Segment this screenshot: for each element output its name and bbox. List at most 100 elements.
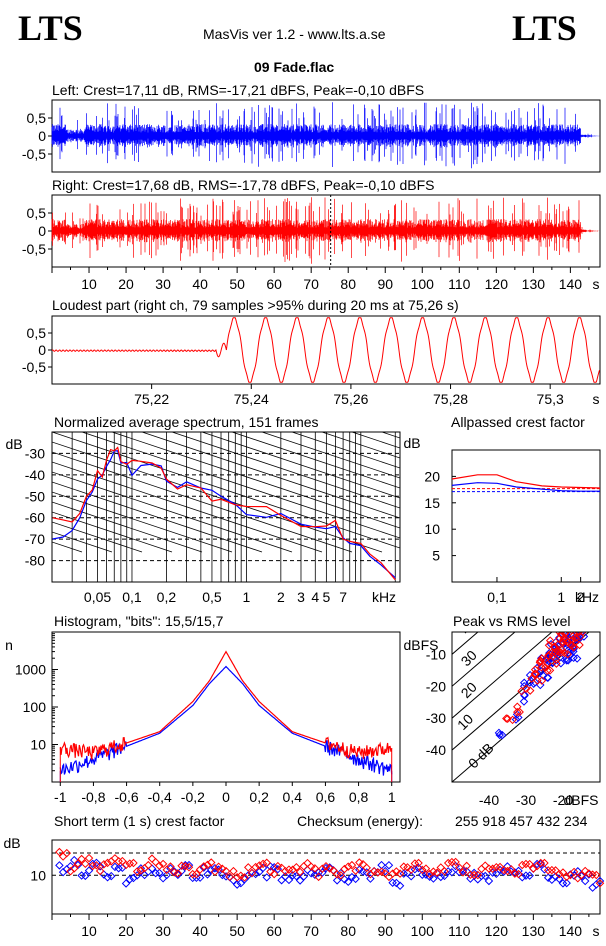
histogram-x-tick-label: 0 xyxy=(222,789,230,805)
crest-point-left xyxy=(343,877,353,887)
crest-point-right xyxy=(155,861,164,871)
scatter-point-right xyxy=(557,645,567,655)
spectrum-x-tick-label: 1 xyxy=(242,589,250,605)
crest-point-right xyxy=(503,866,512,876)
crest-point-right xyxy=(355,858,364,867)
short-term-x-tick-label: 20 xyxy=(118,923,134,939)
crest-point-right xyxy=(362,863,371,873)
crest-point-right xyxy=(229,866,238,876)
spectrum-slope-line xyxy=(52,481,263,553)
crest-point-left xyxy=(588,883,597,892)
crest-point-right xyxy=(203,860,212,870)
histogram-x-tick-label: -0,4 xyxy=(148,789,172,805)
crest-point-left xyxy=(292,871,301,881)
crest-point-right xyxy=(577,870,586,880)
crest-point-right xyxy=(321,862,331,871)
spectrum-slope-line xyxy=(52,461,323,553)
spectrum-slope-line xyxy=(52,491,233,553)
scatter-point-right xyxy=(545,666,555,675)
crest-point-right xyxy=(529,864,538,873)
crest-diagonal xyxy=(452,653,600,782)
scatter-point-right xyxy=(572,632,581,633)
crest-point-right xyxy=(62,848,72,858)
loudest-part-frame xyxy=(51,315,601,385)
short-term-x-tick-label: 90 xyxy=(377,923,393,939)
scatter-point-left xyxy=(525,678,534,687)
crest-point-left xyxy=(299,872,309,881)
spectrum-y-tick-label: -80 xyxy=(25,553,45,569)
crest-point-right xyxy=(210,867,220,876)
y-tick-label: 0,5 xyxy=(27,110,47,126)
scatter-point-right xyxy=(502,714,511,723)
scatter-point-right xyxy=(513,707,522,717)
short-term-x-tick-label: 30 xyxy=(155,923,171,939)
spectrum-plot-area xyxy=(52,432,400,582)
crest-point-right xyxy=(384,872,394,882)
spectrum-y-tick-label: -30 xyxy=(25,445,45,461)
scatter-point-right xyxy=(568,635,577,644)
crest-point-right xyxy=(429,867,438,876)
crest-point-right xyxy=(236,871,246,880)
crest-point-right xyxy=(525,859,534,869)
crest-point-right xyxy=(406,865,416,874)
crest-point-left xyxy=(440,871,449,881)
spectrum-slope-line xyxy=(81,432,400,539)
crest-point-left xyxy=(129,873,138,883)
peak-vs-rms-frame xyxy=(451,631,601,783)
diagonal-label: 40 xyxy=(458,615,480,637)
crest-point-right xyxy=(473,870,483,880)
scatter-point-right xyxy=(548,652,557,661)
left-waveform-chart: Left: Crest=17,11 dB, RMS=-17,21 dBFS, P… xyxy=(22,82,601,173)
y-tick-label: -0,5 xyxy=(22,146,46,162)
spectrum-slope-line xyxy=(52,501,203,553)
crest-point-left xyxy=(366,874,375,883)
histogram-y-tick-label: 1000 xyxy=(15,662,46,678)
spectrum-slope-line xyxy=(291,432,400,469)
crest-point-left xyxy=(81,871,90,881)
scatter-point-left xyxy=(494,728,504,738)
crest-point-right xyxy=(147,854,157,863)
x-tick-label: 75,24 xyxy=(234,391,269,407)
logo-left: LTS xyxy=(18,8,83,48)
short-term-x-tick-label: 100 xyxy=(411,923,435,939)
spectrum-x-tick-label: 0,05 xyxy=(84,589,111,605)
spectrum-slope-line xyxy=(141,432,400,519)
scatter-point-right xyxy=(545,636,555,645)
crest-point-left xyxy=(236,878,246,888)
crest-point-left xyxy=(540,865,549,874)
y-tick-label: 0,5 xyxy=(27,205,47,221)
x-unit-label: s xyxy=(593,276,600,292)
short-term-x-tick-label: 70 xyxy=(303,923,319,939)
crest-point-right xyxy=(514,869,523,879)
crest-point-right xyxy=(69,864,79,873)
spectrum-x-tick-label: 3 xyxy=(297,589,305,605)
spectrum-x-tick-label: 7 xyxy=(339,589,347,605)
crest-point-right xyxy=(336,871,346,880)
crest-point-right xyxy=(425,869,434,879)
crest-point-left xyxy=(369,866,379,876)
crest-point-left xyxy=(277,875,286,885)
crest-point-right xyxy=(351,866,360,875)
crest-point-left xyxy=(395,881,405,891)
crest-point-left xyxy=(362,868,371,877)
scatter-point-left xyxy=(519,697,529,706)
histogram-frame xyxy=(51,631,401,783)
allpassed-y-unit: dB xyxy=(403,435,420,451)
crest-point-left xyxy=(577,871,586,881)
histogram-x-tick-label: 0,8 xyxy=(349,789,369,805)
short-term-y-unit: dB xyxy=(3,835,20,851)
histogram-y-unit: n xyxy=(5,637,13,653)
histogram-x-tick-label: -0,8 xyxy=(81,789,105,805)
spectrum-y-tick-label: -50 xyxy=(25,488,45,504)
crest-point-left xyxy=(244,871,253,880)
left-waveform-signal xyxy=(51,102,600,169)
x-tick-label: 80 xyxy=(340,276,356,292)
crest-point-right xyxy=(295,867,305,877)
spectrum-slope-line xyxy=(321,432,400,459)
histogram-title: Histogram, "bits": 15,5/15,7 xyxy=(54,613,224,629)
x-tick-label: 120 xyxy=(485,276,509,292)
spectrum-x-tick-label: 0,2 xyxy=(157,589,177,605)
peak-vs-rms-x-tick-label: -20 xyxy=(553,792,573,808)
crest-point-left xyxy=(347,872,357,882)
